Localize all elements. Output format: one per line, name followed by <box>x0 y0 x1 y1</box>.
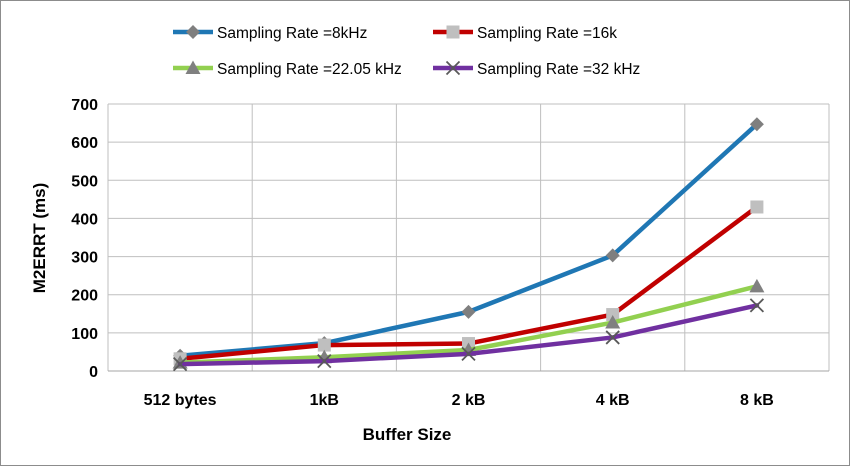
legend-label: Sampling Rate =8kHz <box>217 25 367 42</box>
legend-marker <box>445 60 461 76</box>
x-axis-ticks: 512 bytes 1kB 2 kB 4 kB 8 kB <box>144 392 774 409</box>
series-1 <box>173 117 764 363</box>
legend-label: Sampling Rate =32 kHz <box>477 61 640 78</box>
x-tick-label: 1kB <box>310 392 339 409</box>
data-point <box>317 353 332 369</box>
legend-label: Sampling Rate =16k <box>477 25 617 42</box>
series-line <box>177 121 760 358</box>
x-axis-title: Buffer Size <box>363 425 452 444</box>
data-point <box>461 346 476 361</box>
x-tick-label: 2 kB <box>452 392 486 409</box>
data-point <box>605 248 620 263</box>
legend-marker <box>186 25 200 39</box>
y-axis-title: M2ERRT (ms) <box>30 183 49 294</box>
series-4 <box>172 298 765 372</box>
data-point <box>605 315 621 329</box>
legend-item-3: Sampling Rate =22.05 kHz <box>173 60 402 78</box>
x-tick-label: 4 kB <box>596 392 630 409</box>
marker-x-stroke <box>317 353 332 369</box>
y-tick-label: 0 <box>89 364 98 381</box>
x-tick-label: 512 bytes <box>144 392 217 409</box>
marker-x-stroke <box>749 298 765 313</box>
y-tick-label: 700 <box>71 97 98 114</box>
data-point <box>461 304 476 319</box>
series-2 <box>173 200 764 366</box>
legend-item-4: Sampling Rate =32 kHz <box>433 60 640 78</box>
marker-x-stroke <box>605 330 620 345</box>
marker-x-stroke <box>172 356 188 372</box>
y-tick-label: 200 <box>71 288 98 305</box>
data-point <box>749 117 764 132</box>
legend-item-1: Sampling Rate =8kHz <box>173 25 367 42</box>
marker-x-stroke <box>461 346 476 361</box>
legend: Sampling Rate =8kHz Sampling Rate =16k Sam… <box>173 25 640 78</box>
data-point <box>606 308 620 322</box>
data-point <box>317 338 331 352</box>
data-point <box>750 200 764 214</box>
series-line <box>177 204 760 362</box>
y-axis-ticks: 0 100 200 300 400 500 600 700 <box>71 97 98 381</box>
grid <box>107 103 830 372</box>
data-point <box>749 278 765 293</box>
y-tick-label: 600 <box>71 135 98 152</box>
x-tick-label: 8 kB <box>740 392 774 409</box>
y-tick-label: 100 <box>71 326 98 343</box>
y-tick-label: 300 <box>71 250 98 267</box>
y-tick-label: 500 <box>71 173 98 190</box>
marker-x-stroke <box>445 60 461 76</box>
data-point <box>605 330 620 345</box>
series-group <box>172 117 765 372</box>
y-tick-label: 400 <box>71 211 98 228</box>
legend-item-2: Sampling Rate =16k <box>433 25 617 42</box>
data-point <box>749 298 765 313</box>
legend-marker <box>446 25 460 39</box>
data-point <box>172 356 188 372</box>
legend-marker <box>185 60 201 74</box>
legend-label: Sampling Rate =22.05 kHz <box>217 61 402 78</box>
